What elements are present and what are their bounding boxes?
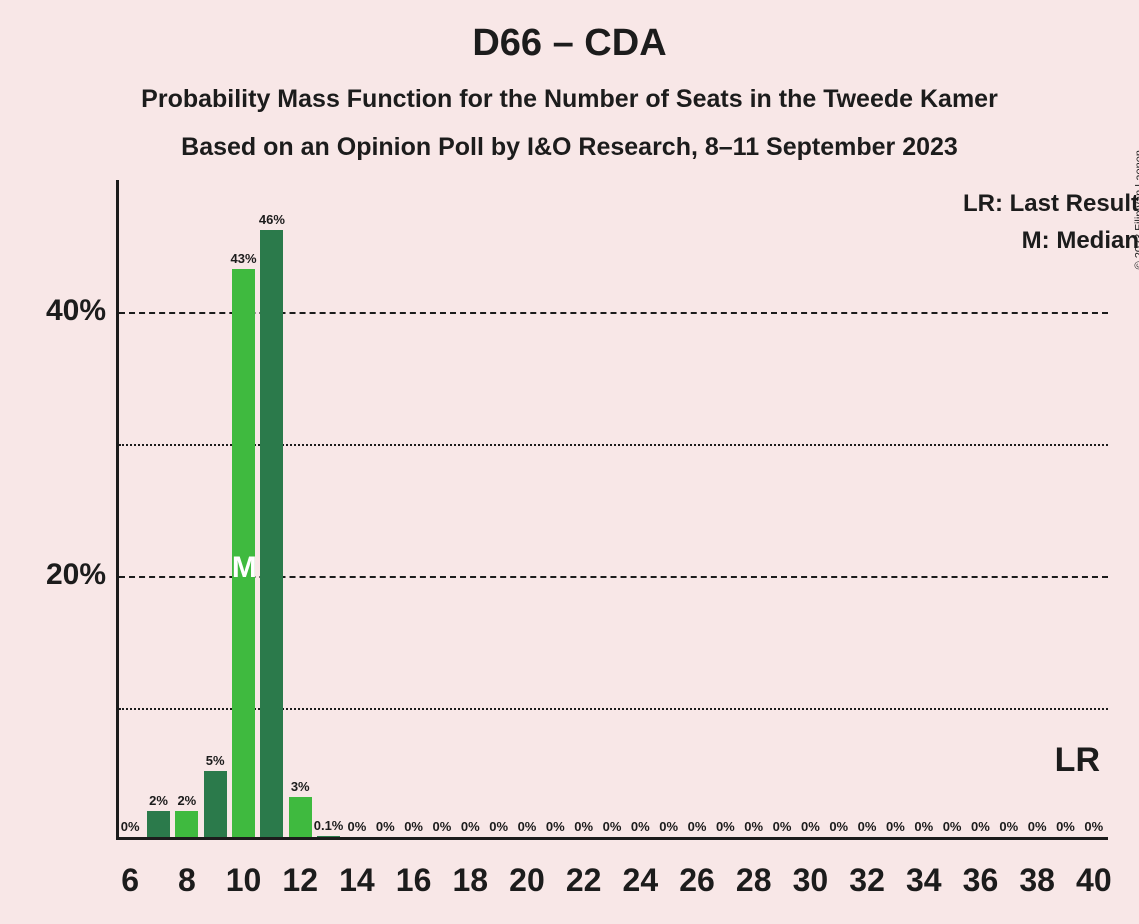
x-tick-label: 10 (214, 862, 274, 899)
x-axis-line (116, 837, 1108, 840)
x-tick-label: 12 (270, 862, 330, 899)
chart-subtitle-2: Based on an Opinion Poll by I&O Research… (0, 133, 1139, 162)
bar (204, 771, 227, 837)
bar-label: 5% (195, 753, 235, 768)
bar (317, 836, 340, 837)
bar (175, 811, 198, 837)
y-tick-label: 20% (26, 558, 106, 592)
bar-label: 0% (110, 819, 150, 834)
x-tick-label: 32 (837, 862, 897, 899)
x-tick-label: 14 (327, 862, 387, 899)
bar (147, 811, 170, 837)
legend-lr: LR: Last Result (39, 190, 1139, 218)
x-tick-label: 16 (384, 862, 444, 899)
bar-label: 3% (280, 779, 320, 794)
bar-label: 0% (1074, 819, 1114, 834)
x-tick-label: 26 (667, 862, 727, 899)
x-tick-label: 6 (100, 862, 160, 899)
median-mark: M (232, 551, 255, 585)
chart-subtitle-1: Probability Mass Function for the Number… (0, 85, 1139, 114)
x-tick-label: 20 (497, 862, 557, 899)
bar-label: 2% (167, 793, 207, 808)
x-tick-label: 24 (610, 862, 670, 899)
y-tick-label: 40% (26, 294, 106, 328)
x-tick-label: 36 (950, 862, 1010, 899)
copyright: © 2023 Filip van Laenen (1133, 150, 1139, 269)
x-tick-label: 40 (1064, 862, 1124, 899)
last-result-mark: LR (1055, 741, 1100, 780)
chart-title: D66 – CDA (0, 22, 1139, 65)
x-tick-label: 34 (894, 862, 954, 899)
x-tick-label: 18 (440, 862, 500, 899)
y-axis-line (116, 180, 119, 840)
plot-area: 0%2%2%5%43%46%3%0.1%0%0%0%0%0%0%0%0%0%0%… (116, 180, 1108, 840)
x-tick-label: 8 (157, 862, 217, 899)
x-tick-label: 30 (780, 862, 840, 899)
x-tick-label: 22 (554, 862, 614, 899)
x-tick-label: 38 (1007, 862, 1067, 899)
bar (260, 230, 283, 837)
x-tick-label: 28 (724, 862, 784, 899)
legend-median: M: Median (39, 227, 1139, 255)
